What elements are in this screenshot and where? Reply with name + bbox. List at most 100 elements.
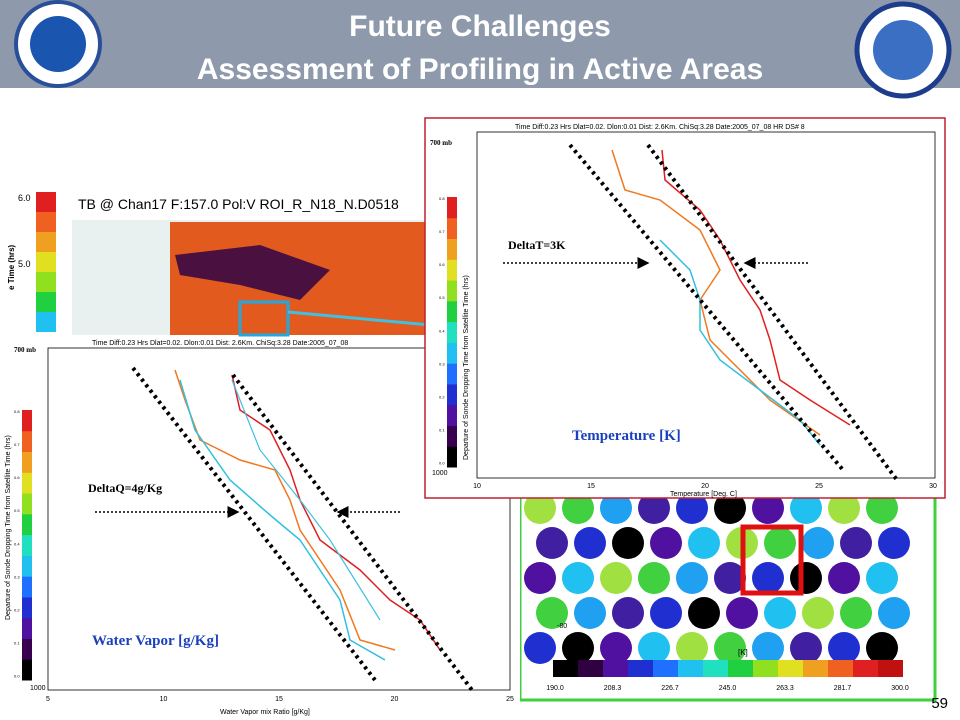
slide-number: 59 bbox=[931, 695, 948, 712]
colorbar-tick-label: 208.3 bbox=[604, 685, 622, 692]
map-dot bbox=[574, 527, 606, 559]
colorbar-cell bbox=[578, 660, 603, 677]
vapor-curve bbox=[231, 374, 441, 651]
map-y-label: e Time (hrs) bbox=[7, 244, 16, 290]
map-dot bbox=[752, 492, 784, 524]
colorbar-tick-label: 0.2 bbox=[14, 607, 20, 612]
x-tick-label: 5 bbox=[46, 696, 50, 703]
colorbar-tick-label: 0.1 bbox=[14, 641, 20, 646]
map-dot bbox=[638, 562, 670, 594]
colorbar-cell bbox=[36, 252, 56, 272]
colorbar-cell bbox=[447, 300, 457, 323]
colorbar-tick-label: 0.4 bbox=[439, 328, 445, 333]
bound-line bbox=[568, 143, 845, 472]
header-band bbox=[0, 0, 960, 88]
map-dot bbox=[726, 597, 758, 629]
map-dot bbox=[752, 632, 784, 664]
x-tick-label: 25 bbox=[815, 483, 823, 490]
map-dot bbox=[714, 632, 746, 664]
map-dot bbox=[790, 632, 822, 664]
vapor-caption: Water Vapor [g/Kg] bbox=[92, 633, 219, 649]
island bbox=[175, 245, 330, 300]
colorbar-cell bbox=[553, 660, 578, 677]
map-dot bbox=[790, 492, 822, 524]
colorbar-cell bbox=[22, 659, 32, 681]
map-dot bbox=[600, 632, 632, 664]
map-dot bbox=[714, 562, 746, 594]
map-dot bbox=[828, 492, 860, 524]
temp-curve bbox=[611, 149, 821, 436]
map-dot bbox=[828, 632, 860, 664]
map-dot bbox=[676, 562, 708, 594]
colorbar-cell bbox=[447, 259, 457, 281]
map-dot bbox=[764, 597, 796, 629]
colorbar-tick-label: 0.8 bbox=[14, 409, 20, 414]
map-dot bbox=[688, 597, 720, 629]
colorbar-cell bbox=[878, 660, 903, 677]
colorbar-cell bbox=[603, 660, 628, 677]
map-link bbox=[287, 310, 431, 327]
lat-label: -80 bbox=[557, 623, 567, 630]
x-tick-label: 15 bbox=[275, 696, 283, 703]
colorbar-cell bbox=[22, 493, 32, 515]
colorbar-cell bbox=[22, 410, 32, 432]
colorbar-cell bbox=[22, 596, 32, 619]
colorbar-cell bbox=[828, 660, 853, 677]
colorbar-cell bbox=[447, 404, 457, 426]
map-dot bbox=[866, 492, 898, 524]
colorbar-cell bbox=[447, 446, 457, 468]
temp-axes bbox=[476, 131, 936, 479]
unit-label: [K] bbox=[738, 648, 748, 657]
colorbar-tick-label: 190.0 bbox=[546, 685, 564, 692]
colorbar-tick-label: 263.3 bbox=[776, 685, 794, 692]
colorbar-cell bbox=[753, 660, 778, 677]
colorbar-cell bbox=[22, 555, 32, 577]
x-tick-label: 25 bbox=[506, 696, 514, 703]
commerce-logo-inner bbox=[873, 20, 933, 80]
colorbar-tick-label: 6.0 bbox=[18, 193, 31, 203]
temp-header: Time Diff:0.23 Hrs Dlat=0.02. Dlon:0.01 … bbox=[515, 124, 805, 131]
colorbar-cell bbox=[703, 660, 728, 677]
colorbar-tick-label: 0.0 bbox=[439, 461, 445, 466]
colorbar-tick-label: 0.2 bbox=[439, 394, 445, 399]
map-dot bbox=[574, 597, 606, 629]
map-dot bbox=[524, 632, 556, 664]
bottom-map: 190.0 208.3 226.7 245.0 263.3 281.7 300.0 [K] … bbox=[518, 478, 937, 702]
colorbar-cell bbox=[22, 534, 32, 556]
map-dot bbox=[802, 527, 834, 559]
colorbar-cell bbox=[22, 617, 32, 639]
map-dot bbox=[802, 597, 834, 629]
map-dot bbox=[790, 562, 822, 594]
vapor-y-label: Departure of Sonde Dropping Time from Sa… bbox=[5, 435, 12, 620]
temp-y-label: Departure of Sonde Dropping Time from Sa… bbox=[463, 275, 470, 460]
map-dot bbox=[562, 492, 594, 524]
colorbar-tick-label: 0.7 bbox=[439, 229, 445, 234]
vapor-curve bbox=[179, 379, 386, 661]
colorbar-cell bbox=[678, 660, 703, 677]
colorbar-cell bbox=[36, 212, 56, 232]
colorbar-cell bbox=[36, 232, 56, 252]
colorbar-tick-label: 0.7 bbox=[14, 442, 20, 447]
map-dot bbox=[600, 492, 632, 524]
colorbar-cell bbox=[22, 513, 32, 536]
temp-annotation: DeltaT=3K bbox=[508, 238, 566, 252]
colorbar-cell bbox=[36, 292, 56, 312]
map-dot bbox=[524, 492, 556, 524]
colorbar-cell bbox=[447, 363, 457, 385]
map-dot bbox=[714, 492, 746, 524]
temp-curve bbox=[659, 239, 821, 446]
colorbar-cell bbox=[447, 280, 457, 302]
colorbar-cell bbox=[22, 430, 32, 453]
map-dot bbox=[612, 527, 644, 559]
bound-line bbox=[231, 373, 474, 692]
map-dot bbox=[840, 597, 872, 629]
map-dot bbox=[536, 527, 568, 559]
title-line1: Future Challenges bbox=[349, 10, 611, 43]
colorbar-cell bbox=[36, 312, 56, 332]
map-dot bbox=[878, 527, 910, 559]
colorbar-cell bbox=[447, 321, 457, 343]
colorbar-tick-label: 0.5 bbox=[439, 295, 445, 300]
map-dot bbox=[676, 632, 708, 664]
map-dot bbox=[688, 527, 720, 559]
